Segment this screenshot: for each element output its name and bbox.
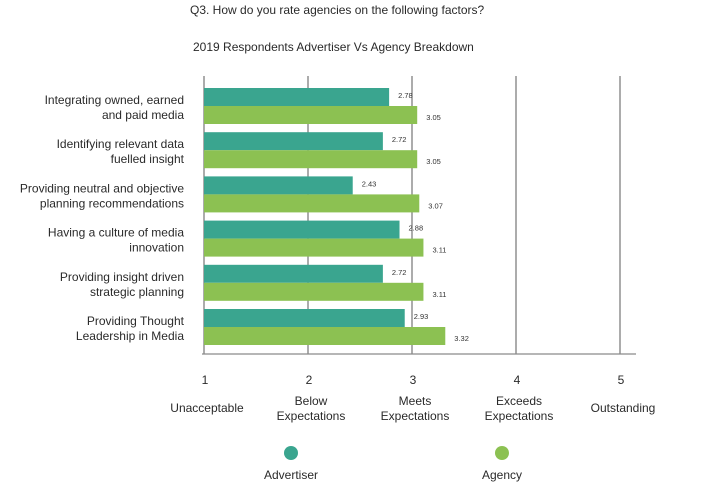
category-label-4: Having a culture of media innovation bbox=[48, 226, 184, 255]
tick-description-1: Unacceptable bbox=[170, 401, 244, 415]
tick-description-line: Expectations bbox=[277, 409, 346, 423]
category-label-line: Providing insight driven bbox=[60, 270, 184, 284]
category-label-line: innovation bbox=[129, 241, 184, 255]
category-label-line: Having a culture of media bbox=[48, 226, 184, 240]
question-title: Q3. How do you rate agencies on the foll… bbox=[190, 3, 484, 17]
data-label-advertiser-5: 2.72 bbox=[392, 268, 407, 277]
bar-advertiser-5 bbox=[204, 264, 383, 283]
tick-description-line: Expectations bbox=[381, 409, 450, 423]
category-label-line: Leadership in Media bbox=[76, 329, 184, 343]
bar-agency-6 bbox=[204, 327, 446, 345]
category-label-line: planning recommendations bbox=[40, 196, 184, 210]
tick-description-line: Exceeds bbox=[496, 394, 542, 408]
data-label-agency-3: 3.07 bbox=[428, 201, 443, 210]
bar-advertiser-2 bbox=[204, 132, 383, 151]
category-label-line: fuelled insight bbox=[111, 152, 185, 166]
data-label-agency-1: 3.05 bbox=[426, 113, 441, 122]
tick-description-line: Unacceptable bbox=[170, 401, 244, 415]
legend-marker-advertiser bbox=[284, 446, 298, 460]
bar-agency-1 bbox=[204, 106, 418, 124]
legend-label-agency: Agency bbox=[482, 468, 522, 482]
tick-description-line: Outstanding bbox=[591, 401, 656, 415]
category-label-line: Integrating owned, earned bbox=[45, 93, 184, 107]
data-label-advertiser-2: 2.72 bbox=[392, 135, 407, 144]
legend-label-advertiser: Advertiser bbox=[264, 468, 318, 482]
category-label-line: Providing Thought bbox=[87, 314, 185, 328]
category-label-line: Identifying relevant data bbox=[57, 137, 185, 151]
category-label-3: Providing neutral and objective planning … bbox=[20, 181, 184, 210]
bar-advertiser-3 bbox=[204, 176, 353, 195]
tick-description-line: Below bbox=[295, 394, 328, 408]
tick-label-2: 2 bbox=[306, 373, 313, 387]
bar-agency-5 bbox=[204, 282, 424, 301]
category-label-6: Providing Thought Leadership in Media bbox=[76, 314, 185, 343]
data-label-agency-5: 3.11 bbox=[432, 290, 446, 299]
tick-label-1: 1 bbox=[202, 373, 209, 387]
data-label-agency-2: 3.05 bbox=[426, 157, 441, 166]
tick-label-4: 4 bbox=[514, 373, 521, 387]
category-label-line: and paid media bbox=[102, 108, 184, 122]
category-label-line: strategic planning bbox=[90, 285, 184, 299]
bar-agency-2 bbox=[204, 150, 418, 169]
data-label-agency-6: 3.32 bbox=[454, 334, 469, 343]
tick-description-5: Outstanding bbox=[591, 401, 656, 415]
tick-description-line: Meets bbox=[399, 394, 432, 408]
bar-agency-4 bbox=[204, 238, 424, 257]
bar-agency-3 bbox=[204, 194, 420, 213]
data-label-advertiser-6: 2.93 bbox=[414, 312, 429, 321]
bar-advertiser-1 bbox=[204, 88, 390, 106]
tick-description-2: Below Expectations bbox=[277, 394, 346, 423]
tick-label-5: 5 bbox=[618, 373, 625, 387]
data-label-agency-4: 3.11 bbox=[432, 246, 446, 255]
chart-title: 2019 Respondents Advertiser Vs Agency Br… bbox=[193, 40, 474, 54]
bar-advertiser-6 bbox=[204, 309, 405, 327]
tick-label-3: 3 bbox=[410, 373, 417, 387]
category-label-2: Identifying relevant data fuelled insight bbox=[57, 137, 185, 166]
data-label-advertiser-3: 2.43 bbox=[362, 179, 377, 188]
legend-marker-agency bbox=[495, 446, 509, 460]
bar-advertiser-4 bbox=[204, 220, 400, 239]
data-label-advertiser-4: 2.88 bbox=[409, 224, 424, 233]
data-label-advertiser-1: 2.78 bbox=[398, 91, 413, 100]
category-label-line: Providing neutral and objective bbox=[20, 181, 184, 195]
tick-description-3: Meets Expectations bbox=[381, 394, 450, 423]
category-label-5: Providing insight driven strategic planni… bbox=[60, 270, 184, 299]
tick-description-4: Exceeds Expectations bbox=[485, 394, 554, 423]
category-label-1: Integrating owned, earned and paid media bbox=[45, 93, 185, 122]
tick-description-line: Expectations bbox=[485, 409, 554, 423]
